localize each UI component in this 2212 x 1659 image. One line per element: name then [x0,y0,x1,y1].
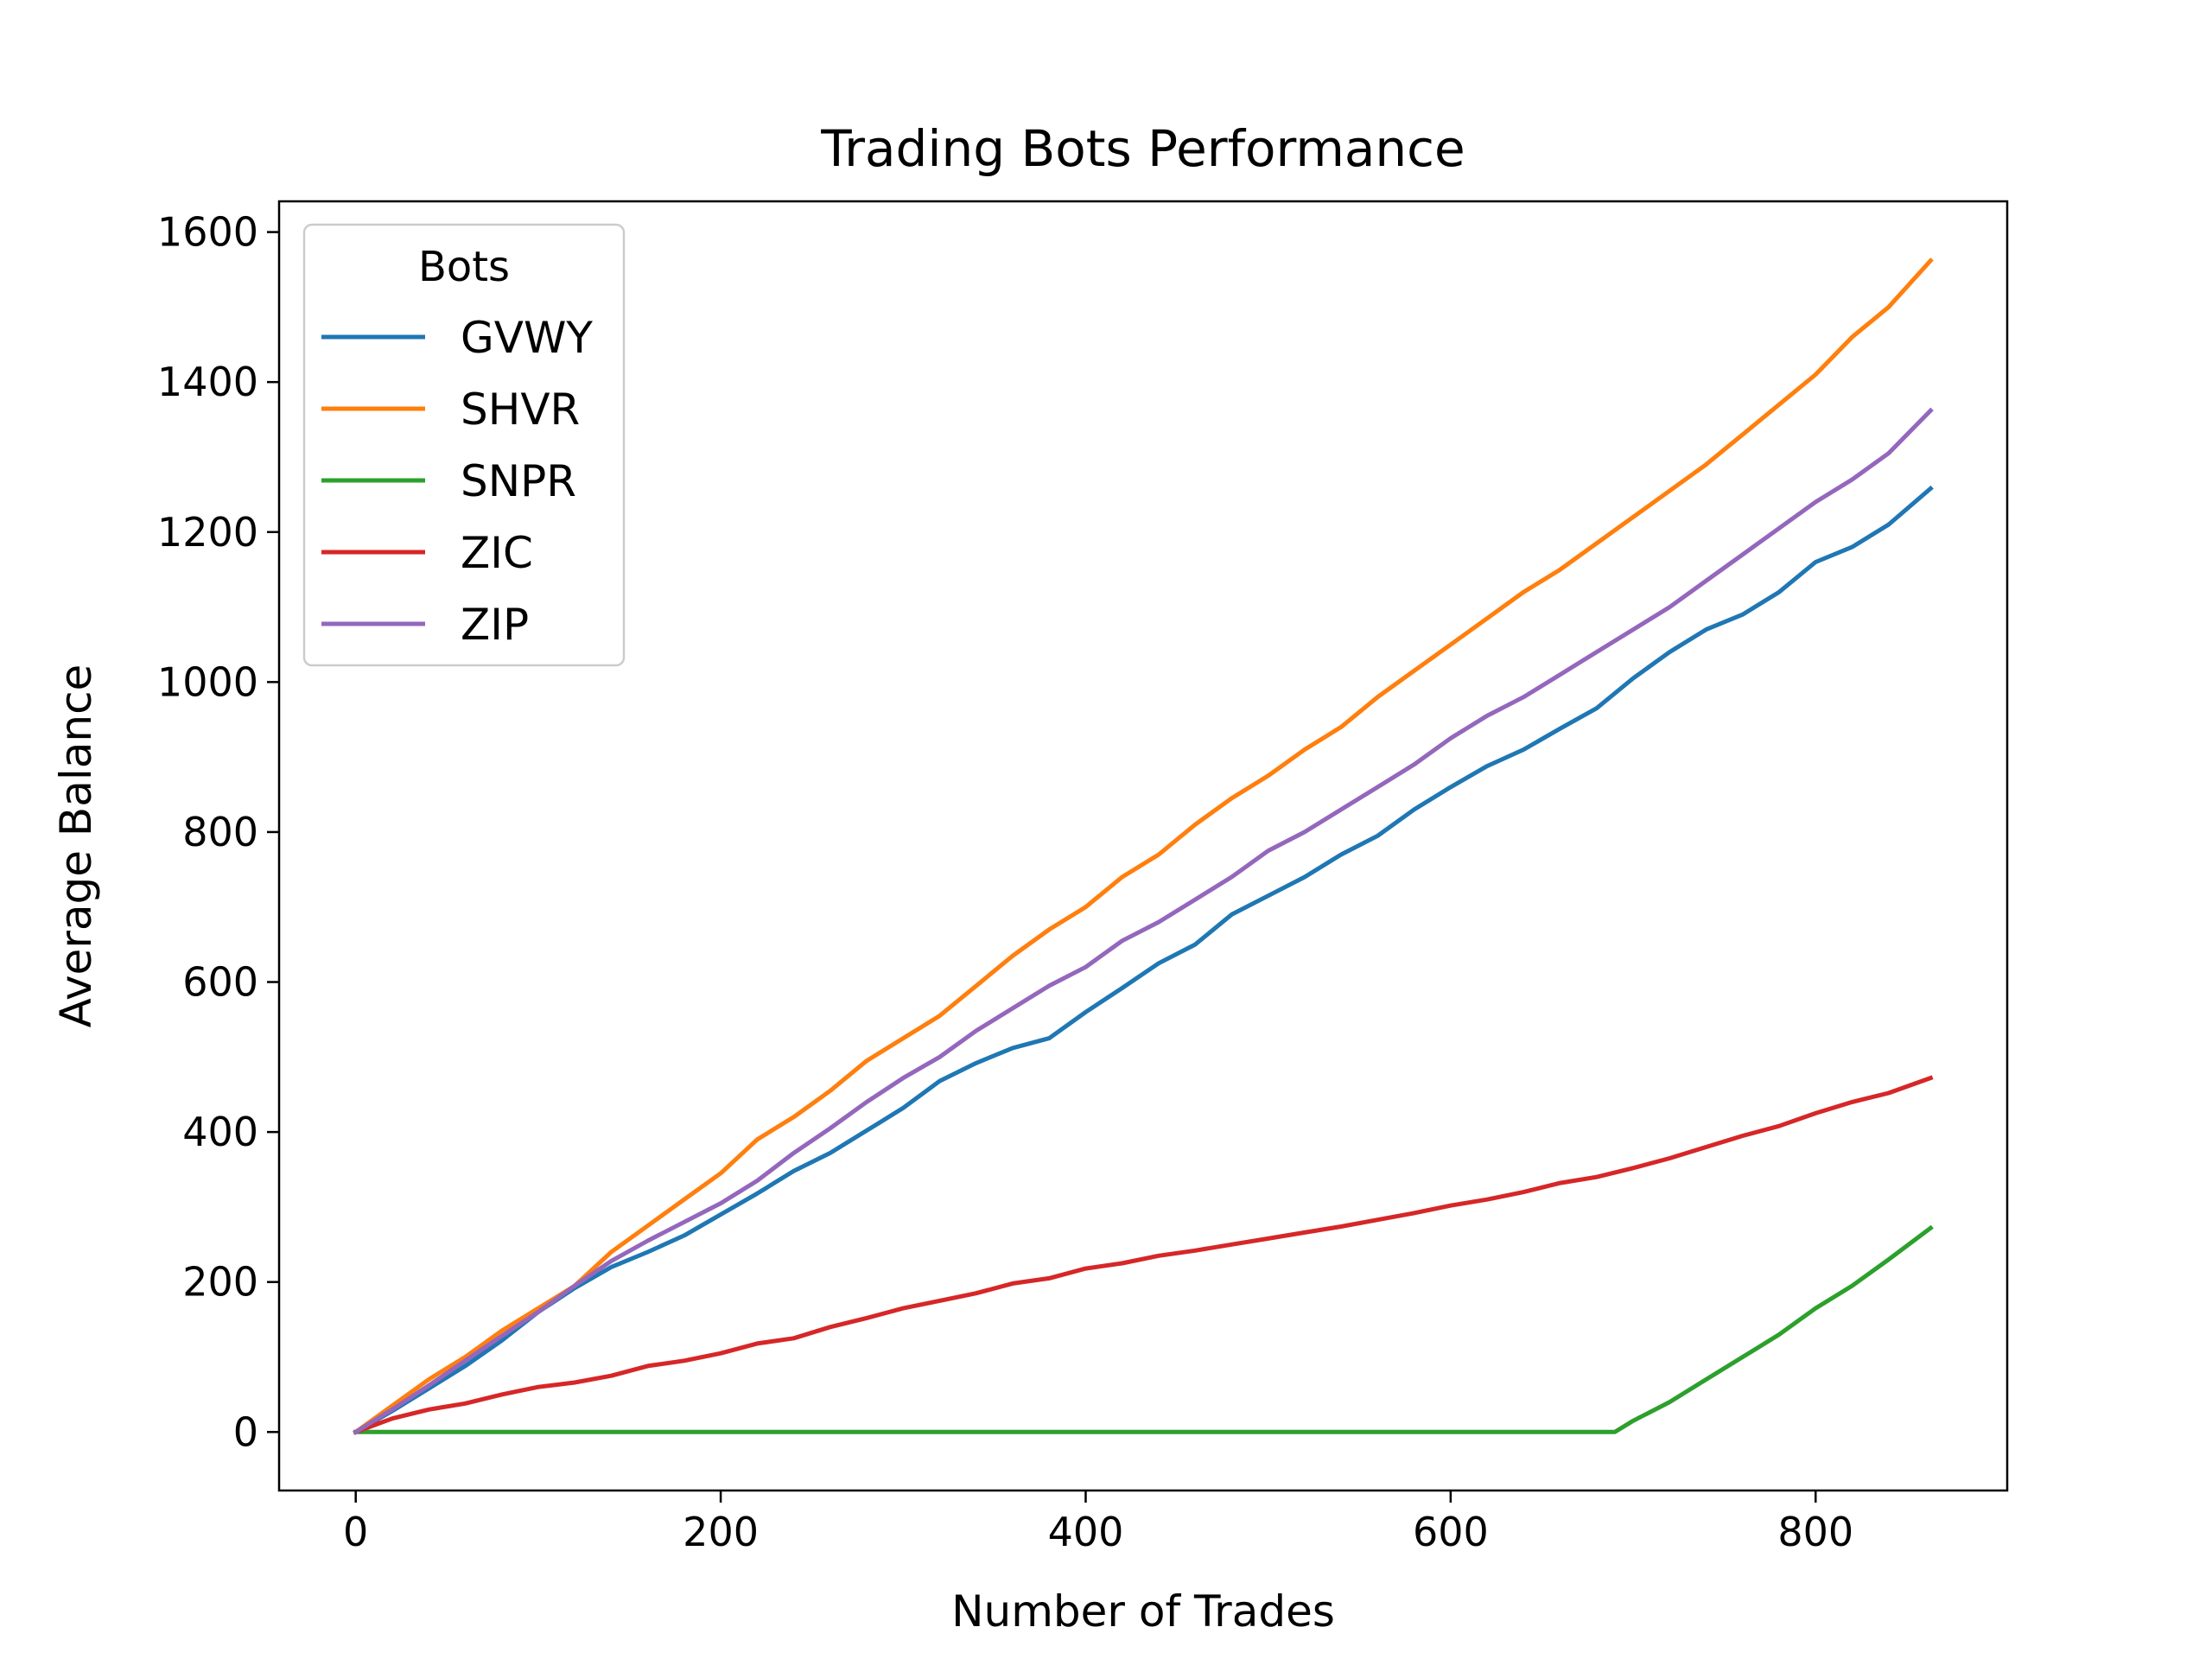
plot-frame [277,200,2009,1492]
y-tick-label: 1600 [157,209,258,256]
chart-title: Trading Bots Performance [820,119,1465,178]
y-axis-title: Average Balance [51,664,101,1028]
x-tick-label: 600 [1413,1509,1489,1555]
legend-items: GVWY SHVR SNPR ZIC ZIP [321,313,593,650]
x-axis-title: Number of Trades [951,1586,1335,1637]
x-axis-ticks: 0 200 400 600 800 [343,1491,1853,1555]
series-line-zip [353,407,1934,1435]
y-tick-label: 200 [182,1259,258,1306]
series-line-gvwy [353,485,1934,1435]
y-tick-label: 1200 [157,509,258,556]
legend: Bots GVWY SHVR SNPR ZIC ZIP [302,223,626,667]
y-tick-label: 1000 [157,658,258,705]
x-tick-label: 200 [683,1509,759,1555]
legend-label-zip: ZIP [461,600,529,650]
y-tick-label: 400 [182,1109,258,1155]
y-axis-ticks: 0 200 400 600 800 1000 1200 1400 1600 [157,209,279,1455]
y-tick-label: 0 [233,1408,258,1455]
y-tick-label: 600 [182,959,258,1006]
y-tick-label: 800 [182,809,258,855]
legend-label-gvwy: GVWY [461,313,593,363]
x-tick-label: 0 [343,1509,368,1555]
legend-title: Bots [418,243,510,291]
x-tick-label: 800 [1777,1509,1853,1555]
legend-label-shvr: SHVR [461,385,580,435]
legend-label-snpr: SNPR [461,456,576,506]
x-tick-label: 400 [1048,1509,1124,1555]
series-line-zic [353,1075,1934,1435]
legend-label-zic: ZIC [461,528,533,578]
series-layer [353,257,1934,1435]
series-line-snpr [353,1224,1934,1434]
series-line-shvr [353,257,1934,1435]
y-tick-label: 1400 [157,359,258,405]
